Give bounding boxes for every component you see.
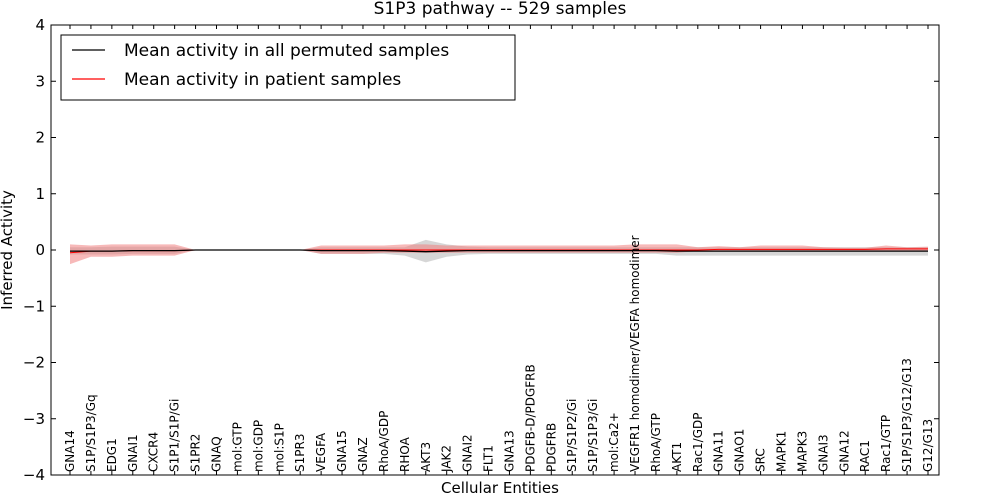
y-tick-label: −1	[23, 297, 45, 315]
x-tick-label: S1PR3	[293, 434, 307, 472]
x-tick-label: AKT3	[419, 442, 433, 472]
x-axis: GNA14 S1P/S1P3/Gq EDG1 GNAI1 CXCR4 S1P1/S1P/G…	[63, 25, 935, 475]
x-tick-label: GNAQ	[209, 436, 223, 472]
line-permuted	[70, 249, 928, 253]
x-tick-label: mol:GDP	[251, 420, 265, 472]
y-tick-label: 4	[35, 16, 45, 34]
x-tick-label: JAK2	[440, 445, 454, 473]
x-tick-label: mol:GTP	[230, 422, 244, 472]
x-tick-label: GNAI1	[126, 434, 140, 472]
x-tick-label: EDG1	[105, 438, 119, 472]
x-tick-label: S1P/S1P2/Gi	[565, 399, 579, 472]
x-tick-label: S1P/S1P3/Gi	[586, 399, 600, 472]
x-tick-label: RAC1	[858, 440, 872, 472]
legend-label-permuted: Mean activity in all permuted samples	[124, 41, 449, 61]
x-tick-label: FLT1	[482, 445, 496, 472]
x-tick-label: RHOA	[398, 436, 412, 472]
x-tick-label: MAPK1	[775, 431, 789, 472]
x-tick-label: CXCR4	[147, 432, 161, 472]
x-tick-label: S1P1/S1P/Gi	[168, 399, 182, 472]
x-tick-label: GNA11	[712, 430, 726, 472]
y-tick-label: −3	[23, 410, 45, 428]
x-axis-label: Cellular Entities	[441, 479, 559, 497]
x-tick-label: GNAI2	[461, 434, 475, 472]
x-tick-label: G12/G13	[921, 419, 935, 472]
x-tick-label: S1P/S1P3/G12/G13	[900, 358, 914, 472]
x-tick-label: Rac1/GDP	[691, 413, 705, 472]
x-tick-label: Rac1/GTP	[879, 415, 893, 472]
x-tick-label: GNA12	[837, 430, 851, 472]
x-tick-label: VEGFA	[314, 432, 328, 472]
y-tick-label: 1	[35, 185, 45, 203]
x-tick-label: PDGFRB	[544, 423, 558, 472]
x-tick-label: VEGFR1 homodimer/VEGFA homodimer	[628, 235, 642, 472]
x-tick-label: GNA15	[335, 430, 349, 472]
x-tick-label: S1P/S1P3/Gq	[84, 394, 98, 472]
x-tick-label: GNA14	[63, 430, 77, 472]
y-axis: −4 −3 −2 −1 0 1 2 3 4	[23, 16, 939, 484]
x-tick-label: AKT1	[670, 442, 684, 472]
x-tick-label: GNAI3	[816, 434, 830, 472]
series-lines	[69, 248, 928, 254]
x-tick-label: GNAZ	[356, 437, 370, 472]
y-tick-label: −4	[23, 466, 45, 484]
chart-title: S1P3 pathway -- 529 samples	[374, 0, 627, 19]
y-tick-label: −2	[23, 354, 45, 372]
legend-box	[60, 34, 516, 101]
x-tick-label: mol:S1P	[272, 423, 286, 472]
x-tick-label: GNAO1	[733, 429, 747, 472]
x-tick-label: mol:Ca2+	[607, 412, 621, 472]
x-tick-label: RhoA/GDP	[377, 411, 391, 472]
y-axis-label: Inferred Activity	[0, 190, 16, 310]
x-tick-label: GNA13	[502, 430, 516, 472]
y-tick-label: 3	[35, 72, 45, 90]
y-tick-label: 2	[35, 129, 45, 147]
confidence-bands	[70, 239, 928, 265]
legend-label-patient: Mean activity in patient samples	[124, 70, 401, 90]
x-tick-label: SRC	[754, 448, 768, 472]
x-tick-label: RhoA/GTP	[649, 413, 663, 472]
x-tick-label: S1PR2	[189, 434, 203, 472]
y-tick-label: 0	[35, 241, 45, 259]
x-tick-label: MAPK3	[795, 431, 809, 472]
x-tick-label: PDGFB-D/PDGFRB	[523, 364, 537, 472]
legend: Mean activity in all permuted samples Me…	[60, 34, 516, 101]
